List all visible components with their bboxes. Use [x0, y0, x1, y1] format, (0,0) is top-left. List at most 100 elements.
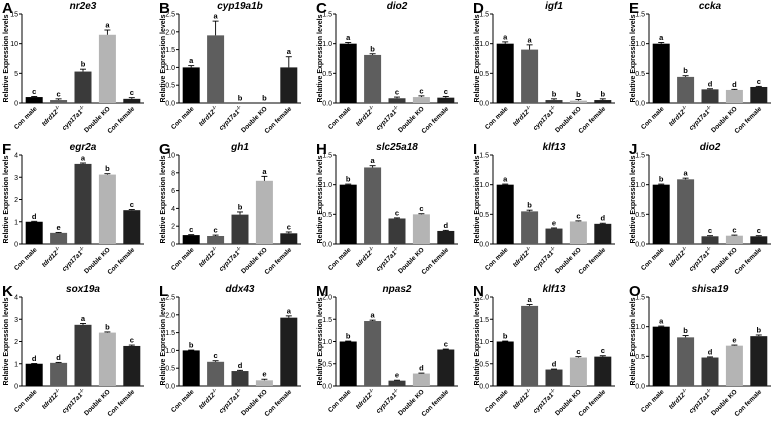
bar — [412, 97, 430, 103]
y-axis-label: Relative Expression levels — [3, 14, 10, 102]
gene-title: klf13 — [543, 284, 566, 295]
significance-letter: b — [346, 332, 351, 341]
category-label: Con male — [170, 388, 196, 414]
bar — [74, 163, 92, 244]
category-label: tdrd12-/- — [354, 387, 378, 411]
significance-letter: c — [287, 222, 291, 231]
bar — [652, 326, 670, 386]
bar — [74, 324, 92, 386]
category-label: tdrd12-/- — [511, 387, 535, 411]
significance-letter: b — [81, 60, 86, 69]
panel-letter: J — [629, 141, 637, 158]
significance-letter: b — [346, 175, 351, 184]
y-tick-label: 0.5 — [635, 354, 645, 361]
bar — [98, 174, 116, 244]
y-tick-label: 10 — [10, 41, 18, 48]
significance-letter: c — [757, 226, 761, 235]
y-tick-label: 8 — [171, 170, 175, 177]
category-label: tdrd12-/- — [197, 104, 221, 128]
bar — [594, 356, 612, 386]
significance-letter: a — [371, 311, 376, 320]
y-axis-label: Relative Expression levels — [3, 297, 10, 385]
significance-letter: d — [32, 354, 37, 363]
y-axis-label: Relative Expression levels — [630, 14, 637, 102]
y-tick-label: 0.0 — [322, 101, 332, 108]
category-label: Con male — [170, 105, 196, 131]
bar — [725, 235, 743, 244]
bar — [388, 380, 406, 386]
y-axis-label: Relative Expression levels — [160, 14, 167, 102]
significance-letter: e — [57, 223, 61, 232]
significance-letter: a — [659, 317, 664, 326]
panel-letter: B — [159, 0, 170, 17]
significance-letter: a — [81, 154, 86, 163]
bar — [25, 97, 43, 103]
panel-letter: H — [316, 141, 327, 158]
significance-letter: c — [708, 226, 712, 235]
y-tick-label: 1.0 — [322, 41, 332, 48]
y-tick-label: 0.0 — [635, 101, 645, 108]
significance-letter: c — [419, 86, 423, 95]
gene-title: dio2 — [700, 142, 721, 153]
bar — [677, 179, 695, 244]
category-label: Con male — [13, 105, 39, 131]
bar — [231, 371, 249, 386]
category-label: Con male — [13, 388, 39, 414]
bar — [182, 235, 200, 244]
panel-letter: K — [2, 283, 13, 300]
y-tick-label: 1.5 — [165, 47, 175, 54]
bar — [750, 236, 768, 244]
significance-letter: e — [262, 370, 266, 379]
bar — [280, 67, 298, 103]
significance-letter: b — [262, 94, 267, 103]
bar — [50, 232, 68, 244]
bar — [521, 49, 539, 103]
panel-letter: A — [2, 0, 13, 17]
y-tick-label: 3 — [14, 317, 18, 324]
y-tick-label: 0.0 — [479, 101, 489, 108]
category-label: Con male — [327, 246, 353, 272]
significance-letter: a — [262, 167, 267, 176]
significance-letter: a — [659, 33, 664, 42]
y-tick-label: 10 — [167, 153, 175, 160]
significance-letter: b — [105, 164, 110, 173]
y-tick-label: 0.5 — [322, 361, 332, 368]
y-tick-label: 0.5 — [165, 366, 175, 373]
significance-letter: a — [214, 12, 219, 21]
bar — [364, 54, 382, 103]
y-tick-label: 1.5 — [479, 12, 489, 19]
panel-letter: D — [473, 0, 484, 17]
panel-letter: L — [159, 283, 168, 300]
significance-letter: a — [287, 47, 292, 56]
bar — [207, 35, 225, 103]
bar — [677, 337, 695, 386]
significance-letter: b — [527, 201, 532, 210]
significance-letter: a — [287, 306, 292, 315]
bar — [50, 100, 68, 103]
significance-letter: b — [238, 202, 243, 211]
gene-title: gh1 — [230, 142, 249, 153]
y-tick-label: 4 — [14, 295, 18, 302]
y-tick-label: 0.5 — [635, 71, 645, 78]
bar — [652, 43, 670, 103]
bar — [182, 350, 200, 386]
bar — [677, 76, 695, 103]
y-tick-label: 1.0 — [479, 41, 489, 48]
bar — [652, 184, 670, 244]
gene-title: igf1 — [545, 1, 563, 12]
bar — [750, 86, 768, 103]
bar — [231, 214, 249, 244]
y-tick-label: 1.0 — [635, 182, 645, 189]
y-tick-label: 0 — [171, 242, 175, 249]
significance-letter: b — [576, 90, 581, 99]
y-tick-label: 1.0 — [322, 182, 332, 189]
category-label: Con male — [484, 105, 510, 131]
significance-letter: c — [576, 211, 580, 220]
y-tick-label: 1.5 — [479, 153, 489, 160]
y-tick-label: 5 — [14, 71, 18, 78]
significance-letter: a — [189, 56, 194, 65]
